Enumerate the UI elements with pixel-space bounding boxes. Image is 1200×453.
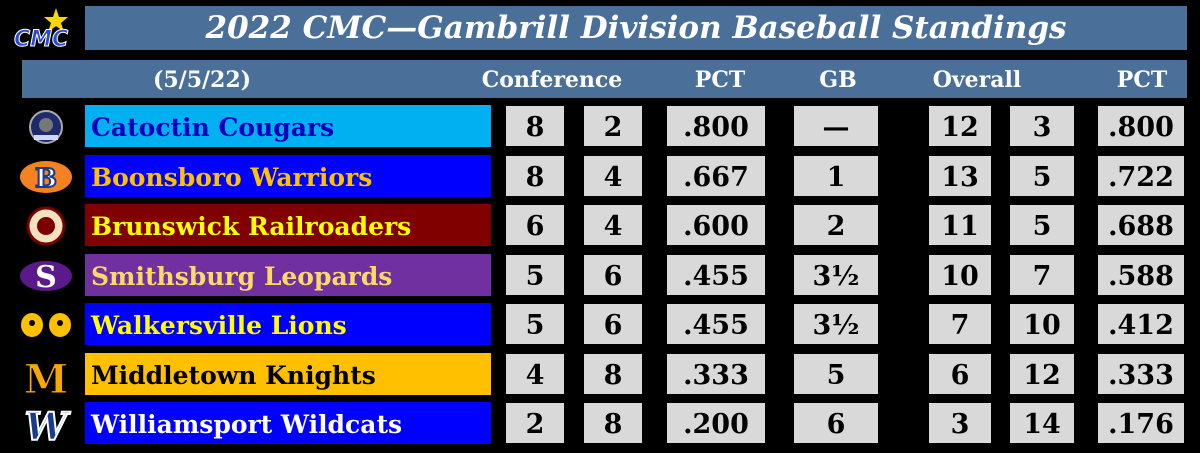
- team-name: Catoctin Cougars: [85, 105, 491, 147]
- overall-losses: 5: [1010, 155, 1074, 196]
- lion-icon: [18, 305, 74, 345]
- overall-pct: .688: [1098, 205, 1184, 245]
- cmc-logo-text: CMC: [14, 27, 68, 52]
- conference-losses: 4: [584, 155, 642, 196]
- games-behind: 2: [794, 205, 878, 245]
- conference-losses: 2: [584, 106, 642, 146]
- conference-pct: .455: [667, 304, 765, 344]
- cougar-icon: [18, 107, 74, 147]
- table-row: S Smithsburg Leopards 5 6 .455 3½ 10 7 .588: [0, 252, 1200, 298]
- svg-text:M: M: [24, 356, 68, 395]
- conference-pct: .667: [667, 155, 765, 196]
- overall-wins: 10: [929, 254, 991, 295]
- overall-losses: 10: [1010, 304, 1074, 344]
- overall-wins: 11: [929, 205, 991, 245]
- table-row: Catoctin Cougars 8 2 .800 — 12 3 .800: [0, 103, 1200, 149]
- overall-losses: 5: [1010, 205, 1074, 245]
- overall-losses: 12: [1010, 353, 1074, 394]
- conference-losses: 6: [584, 254, 642, 295]
- conference-wins: 4: [506, 353, 564, 394]
- gb-header: GB: [819, 67, 857, 93]
- overall-wins: 12: [929, 106, 991, 146]
- page-title: 2022 CMC—Gambrill Division Baseball Stan…: [85, 6, 1187, 50]
- overall-wins: 3: [929, 403, 991, 443]
- conference-wins: 5: [506, 304, 564, 344]
- table-row: Brunswick Railroaders 6 4 .600 2 11 5 .688: [0, 202, 1200, 248]
- table-row: W Williamsport Wildcats 2 8 .200 6 3 14 .176: [0, 400, 1200, 450]
- svg-text:B: B: [35, 164, 57, 194]
- games-behind: 6: [794, 403, 878, 443]
- overall-pct: .412: [1098, 304, 1184, 344]
- team-name: Williamsport Wildcats: [85, 402, 491, 444]
- letter-m-icon: M: [18, 355, 74, 403]
- conference-header: Conference: [481, 67, 623, 93]
- team-name: Middletown Knights: [85, 352, 491, 395]
- games-behind: —: [794, 106, 878, 146]
- table-row: Walkersville Lions 5 6 .455 3½ 7 10 .412: [0, 301, 1200, 347]
- overall-wins: 13: [929, 155, 991, 196]
- conference-wins: 2: [506, 403, 564, 443]
- conference-pct: .800: [667, 106, 765, 146]
- games-behind: 5: [794, 353, 878, 394]
- conference-pct: .333: [667, 353, 765, 394]
- letter-w-icon: W: [18, 403, 74, 450]
- games-behind: 3½: [794, 254, 878, 295]
- overall-pct: .800: [1098, 106, 1184, 146]
- overall-losses: 7: [1010, 254, 1074, 295]
- overall-pct: .176: [1098, 403, 1184, 443]
- games-behind: 3½: [794, 304, 878, 344]
- team-name: Boonsboro Warriors: [85, 154, 491, 197]
- conference-losses: 6: [584, 304, 642, 344]
- conference-wins: 5: [506, 254, 564, 295]
- column-header-bar: (5/5/22) Conference PCT GB Overall PCT: [22, 60, 1187, 98]
- overall-losses: 3: [1010, 106, 1074, 146]
- team-name: Walkersville Lions: [85, 303, 491, 345]
- team-name: Brunswick Railroaders: [85, 204, 491, 246]
- conference-pct: .200: [667, 403, 765, 443]
- letter-s-icon: S: [18, 256, 74, 296]
- overall-pct: .722: [1098, 155, 1184, 196]
- overall-header: Overall: [932, 67, 1022, 93]
- table-row: B Boonsboro Warriors 8 4 .667 1 13 5 .722: [0, 153, 1200, 199]
- warrior-icon: B: [18, 157, 74, 197]
- svg-text:S: S: [35, 260, 57, 295]
- cmc-logo: CMC: [8, 6, 80, 54]
- svg-text:W: W: [25, 404, 71, 444]
- date-label: (5/5/22): [152, 67, 252, 93]
- conference-pct: .455: [667, 254, 765, 295]
- overall-losses: 14: [1010, 403, 1074, 443]
- railroad-seal-icon: [18, 206, 74, 246]
- overall-pct: .333: [1098, 353, 1184, 394]
- conference-wins: 8: [506, 155, 564, 196]
- conference-losses: 8: [584, 403, 642, 443]
- games-behind: 1: [794, 155, 878, 196]
- overall-wins: 6: [929, 353, 991, 394]
- overall-wins: 7: [929, 304, 991, 344]
- conference-wins: 6: [506, 205, 564, 245]
- conference-losses: 4: [584, 205, 642, 245]
- team-name: Smithsburg Leopards: [85, 253, 491, 296]
- conference-pct: .600: [667, 205, 765, 245]
- overall-pct: .588: [1098, 254, 1184, 295]
- conference-wins: 8: [506, 106, 564, 146]
- conference-pct-header: PCT: [694, 67, 746, 93]
- overall-pct-header: PCT: [1116, 67, 1168, 93]
- table-row: M Middletown Knights 4 8 .333 5 6 12 .333: [0, 351, 1200, 403]
- conference-losses: 8: [584, 353, 642, 394]
